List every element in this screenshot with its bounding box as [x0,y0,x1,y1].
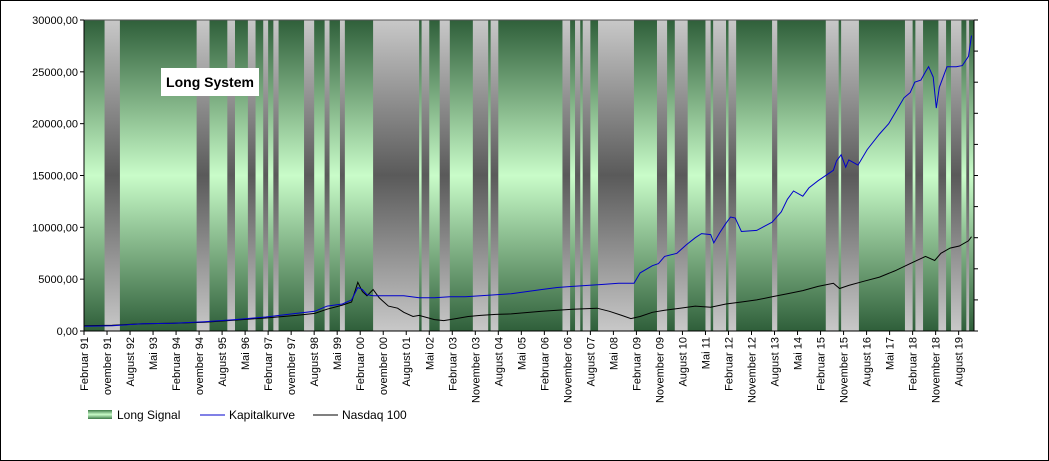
x-tick-label: November 18 [931,337,943,403]
x-tick-label: August 98 [309,337,321,387]
long-signal-band [946,20,951,331]
long-signal-band [268,20,274,331]
chart-title: Long System [166,74,254,90]
y-tick-label: 30000,00 [32,15,78,27]
x-tick-label: Februar 09 [631,337,643,391]
y-tick-label: 20000,00 [32,119,78,131]
x-tick-label: Mai 11 [700,337,712,369]
x-tick-label: August 07 [585,337,597,387]
legend-label-long-signal: Long Signal [117,408,180,422]
x-tick-label: Mai 99 [332,337,344,370]
long-signal-band [969,20,974,331]
long-signal-band [329,20,340,331]
long-signal-band [923,20,939,331]
legend-label-nasdaq-100: Nasdaq 100 [342,408,407,422]
y-tick-label: 15000,00 [32,171,78,183]
nasdaq-100-line [84,236,972,327]
x-tick-label: Mai 02 [424,337,436,370]
x-tick-label: Mai 14 [793,337,805,370]
chart-title-box: Long System [161,68,259,96]
x-tick-label: August 10 [677,337,689,387]
legend: Long Signal Kapitalkurve Nasdaq 100 [88,408,407,422]
long-signal-bands [84,20,974,331]
x-tick-label: Mai 08 [608,337,620,370]
x-tick-label: August 04 [493,337,505,387]
long-signal-band [234,20,248,331]
x-tick-label: Februar 15 [816,337,828,391]
long-signal-band [736,20,773,331]
long-signal-band [278,20,305,331]
y-axis: 0,00 5000,00 10000,00 15000,00 20000,00 25000… [32,15,85,338]
x-tick-label: August 92 [125,337,137,387]
long-signal-band [209,20,228,331]
x-tick-label: November 06 [562,337,574,403]
x-tick-label: Februar 18 [908,337,920,391]
x-tick-label: Februar 12 [723,337,735,391]
x-tick-label: ovember 97 [286,337,298,395]
legend-item-kapitalkurve: Kapitalkurve [200,408,295,422]
long-signal-band [726,20,729,331]
kapitalkurve-line [84,35,972,327]
x-tick-label: Februar 91 [79,337,91,391]
long-signal-band [858,20,905,331]
x-axis: Februar 91 ovember 91 August 92 Mai 93 Febru… [79,330,974,403]
long-signal-band [633,20,657,331]
legend-label-kapitalkurve: Kapitalkurve [229,408,295,422]
x-tick-label: ovember 91 [102,337,114,395]
x-tick-label: Mai 93 [148,337,160,370]
x-tick-label: August 19 [954,337,966,387]
long-signal-band [580,20,583,331]
x-tick-label: August 13 [770,337,782,387]
long-signal-band [119,20,197,331]
y-tick-label: 25000,00 [32,67,78,79]
x-tick-label: Februar 97 [263,337,275,391]
long-signal-band [590,20,599,331]
legend-item-nasdaq-100: Nasdaq 100 [313,408,407,422]
secondary-y-axis [973,19,978,332]
x-tick-label: ovember 00 [378,337,390,395]
long-signal-band [710,20,714,331]
long-signal-band [570,20,576,331]
long-signal-band [777,20,826,331]
long-signal-band [419,20,422,331]
x-tick-label: Mai 05 [516,337,528,370]
y-tick-label: 5000,00 [38,274,78,286]
y-tick-label: 10000,00 [32,222,78,234]
long-signal-band [667,20,675,331]
long-signal-band [687,20,706,331]
x-tick-label: November 09 [654,337,666,403]
long-signal-band [498,20,563,331]
x-tick-label: Mai 96 [240,337,252,370]
long-signal-band [344,20,374,331]
x-tick-label: Februar 94 [171,337,183,391]
x-tick-label: August 16 [862,337,874,387]
long-signal-band [961,20,967,331]
x-tick-label: Februar 03 [447,337,459,391]
x-tick-label: Februar 00 [355,337,367,391]
long-signal-band [314,20,325,331]
legend-swatch-long-signal [88,410,112,419]
long-signal-band [912,20,916,331]
x-tick-label: August 95 [217,337,229,387]
long-signal-band [838,20,842,331]
long-signal-band [255,20,264,331]
x-tick-label: Mai 17 [885,337,897,370]
x-tick-label: ovember 94 [194,337,206,395]
x-tick-label: November 12 [747,337,759,403]
long-signal-band [488,20,491,331]
x-tick-label: November 03 [470,337,482,403]
long-signal-band [84,20,105,331]
x-tick-label: November 15 [839,337,851,403]
long-signal-band [449,20,473,331]
y-tick-label: 0,00 [57,326,78,338]
long-signal-band [429,20,440,331]
legend-item-long-signal: Long Signal [88,408,180,422]
x-tick-label: Februar 06 [539,337,551,391]
x-tick-label: August 01 [401,337,413,387]
